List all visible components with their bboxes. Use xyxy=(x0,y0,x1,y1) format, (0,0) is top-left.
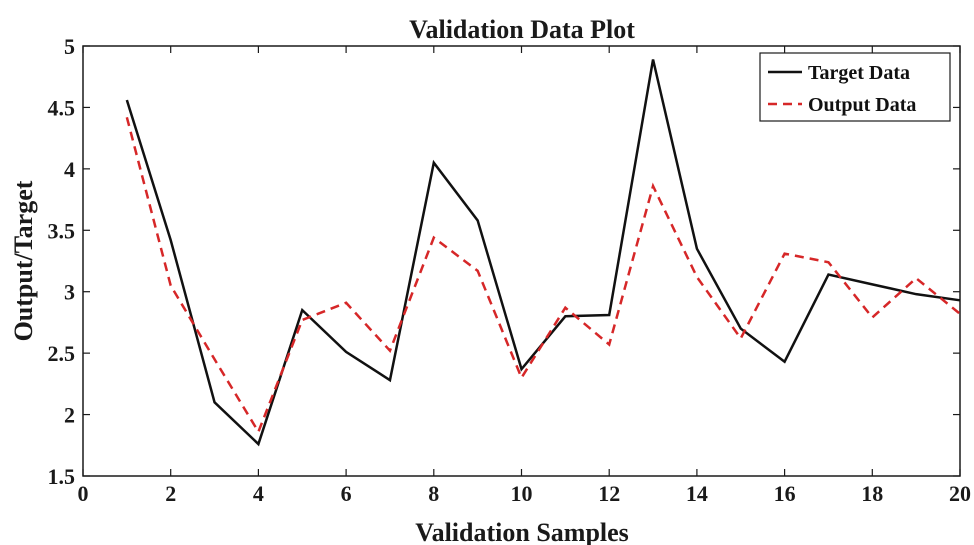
series-layer xyxy=(125,59,961,447)
y-axis-label: Output/Target xyxy=(9,180,38,341)
legend-box xyxy=(759,52,951,122)
x-tick-label: 16 xyxy=(774,481,796,506)
chart-title: Validation Data Plot xyxy=(409,15,635,44)
y-tick-label: 1.5 xyxy=(48,464,76,489)
x-tick-label: 8 xyxy=(428,481,439,506)
x-tick-label: 0 xyxy=(78,481,89,506)
x-tick-label: 12 xyxy=(598,481,620,506)
y-tick-label: 4 xyxy=(64,157,75,182)
y-tick-label: 5 xyxy=(64,34,75,59)
x-axis-label: Validation Samples xyxy=(415,518,629,545)
y-tick-label: 2 xyxy=(64,403,75,428)
legend-label-target: Target Data xyxy=(808,62,910,84)
y-tick-label: 3.5 xyxy=(48,218,76,243)
x-tick-label: 10 xyxy=(511,481,533,506)
series-line-output-data xyxy=(125,116,961,435)
x-tick-label: 18 xyxy=(861,481,883,506)
y-tick-label: 3 xyxy=(64,280,75,305)
x-tick-label: 6 xyxy=(341,481,352,506)
y-tick-label: 2.5 xyxy=(48,341,76,366)
legend-label-output: Output Data xyxy=(808,94,916,116)
series-line-target-data xyxy=(125,59,961,447)
x-tick-label: 4 xyxy=(253,481,264,506)
x-tick-label: 2 xyxy=(165,481,176,506)
axis-ticks: 0 2 4 6 8 10 12 14 16 18 20 1.5 2 2.5 3 3.5 4 4.5 5 xyxy=(48,34,972,506)
y-tick-label: 4.5 xyxy=(48,95,76,120)
x-tick-label: 20 xyxy=(949,481,971,506)
x-tick-label: 14 xyxy=(686,481,708,506)
legend: Target Data Output Data xyxy=(759,52,951,122)
